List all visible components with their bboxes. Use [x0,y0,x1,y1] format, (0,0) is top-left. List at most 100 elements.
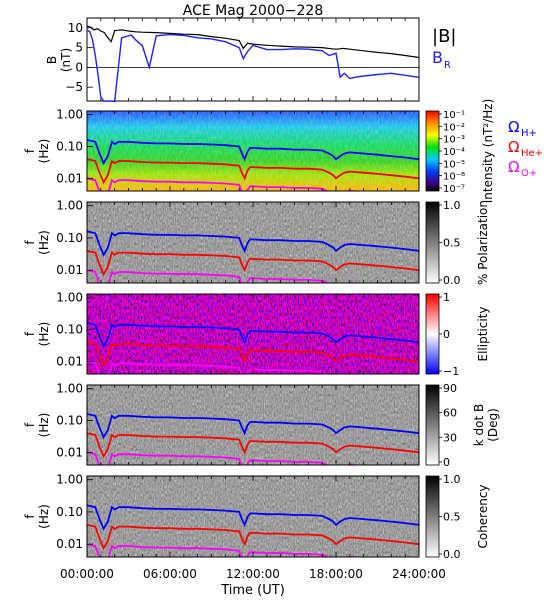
ellipticity-panel: 1.00 0.10 0.01 f(Hz) 1 0 −1 Ellipticity [23,291,490,378]
field-panel: 10 5 0 −5 B(nT) |B|B R [45,17,456,103]
colorbar-tick-label: 0.5 [443,237,461,250]
y-tick-label: 0.01 [56,537,83,551]
x-tick-label: 00:00:00 [60,567,114,581]
colorbar-tick-label: 0.5 [443,511,461,524]
x-tick-label: 18:00:00 [309,567,363,581]
colorbar-tick-label: 10⁻³ [443,135,465,146]
x-tick-label: 06:00:00 [143,567,197,581]
he-plus-gyrofrequency-line [87,432,419,459]
legend-omega-sub-2: O+ [521,168,537,179]
y-tick-label: 1.00 [56,382,83,396]
y-tick-label: 0.10 [56,139,83,153]
kdotb-colorbar [425,384,440,466]
power-texture [87,111,419,191]
h-plus-gyrofrequency-line [87,139,419,166]
y-tick-label: 1.00 [56,108,83,122]
y-tick-label: 0.10 [56,505,83,519]
legend-omega-2: Ω [508,158,519,176]
o-plus-gyrofrequency-line [87,360,364,374]
field-y-axis-label: B(nT) [45,48,73,72]
colorbar-label: Ellipticity [476,307,490,362]
x-axis-label: Time (UT) [220,583,285,598]
ellipticity-colorbar [425,293,440,375]
y-tick-label: 10 [68,21,83,35]
x-tick-label: 12:00:00 [226,567,280,581]
colorbar-tick-label: 0.0 [443,548,461,561]
h-plus-gyrofrequency-line [87,413,419,440]
colorbar-tick-label: 10⁻⁵ [443,159,465,170]
colorbar-tick-label: 10⁻⁷ [443,184,465,195]
colorbar-tick-label: 0 [443,328,450,341]
polarization-image [87,202,419,283]
colorbar-tick-label: 10⁻⁶ [443,172,465,183]
h-plus-gyrofrequency-line [87,230,419,257]
h-plus-gyrofrequency-line [87,504,419,531]
coherency-panel: 1.00 0.10 0.01 f(Hz) 1.0 0.5 0.0 Coherency [23,473,490,561]
field-plot-frame [86,17,420,102]
legend-br: B [432,48,443,67]
he-plus-gyrofrequency-line [87,158,419,185]
y-tick-label: 0.01 [56,354,83,368]
colorbar-tick-label: 10⁻⁴ [443,147,465,158]
coherency-image [87,476,419,557]
legend-omega-sub-1: He+ [521,148,543,159]
colorbar-tick-label: 0 [443,456,450,469]
colorbar-tick-label: 30 [443,431,457,444]
y-tick-label: 5 [75,41,83,55]
x-tick-label: 24:00:00 [392,567,446,581]
colorbar-tick-label: 1 [443,291,450,304]
ellipticity-image [87,294,419,374]
y-tick-label: 0 [75,60,83,74]
colorbar-tick-label: 10⁻¹ [443,110,465,121]
colorbar-tick-label: −1 [443,365,459,378]
h-plus-gyrofrequency-line [87,322,419,349]
kdotb-image [87,385,419,465]
o-plus-gyrofrequency-line [87,177,364,191]
frequency-y-axis-label: f(Hz) [23,322,51,347]
legend-omega-0: Ω [508,118,519,136]
frequency-y-axis-label: f(Hz) [23,413,51,438]
k-dot-b-panel: 1.00 0.10 0.01 f(Hz) 90 60 30 0 k dot B(Deg) [23,382,500,469]
y-tick-label: 0.10 [56,413,83,427]
he-plus-gyrofrequency-line [87,249,419,277]
y-tick-label: 0.01 [56,263,83,277]
he-plus-gyrofrequency-line [87,341,419,368]
y-tick-label: 0.01 [56,171,83,185]
figure-title: ACE Mag 2000−228 [183,3,323,19]
frequency-y-axis-label: f(Hz) [23,504,51,529]
power-spectrogram-panel: 1.00 0.10 0.01 f(Hz) 10⁻¹10⁻² 10⁻³10⁻⁴10⁻⁵ 10⁻… [23,99,543,204]
polarization-colorbar [425,201,440,284]
colorbar-label: Coherency [476,484,490,548]
colorbar-tick-label: 90 [443,382,457,395]
colorbar-label: k dot B(Deg) [472,404,500,446]
colorbar-label: % Polarization [476,200,490,285]
colorbar-label: Intensity (nT²/Hz) [481,99,495,204]
he-plus-gyrofrequency-line [87,523,419,551]
power-colorbar [425,110,440,192]
y-tick-label: 0.01 [56,445,83,459]
y-tick-label: 0.10 [56,231,83,245]
y-tick-label: 1.00 [56,199,83,213]
y-tick-label: 0.10 [56,322,83,336]
br-series-line [86,29,420,103]
polarization-panel: 1.00 0.10 0.01 f(Hz) 1.0 0.5 0.0 % Polarization [23,199,490,287]
frequency-y-axis-label: f(Hz) [23,230,51,255]
o-plus-gyrofrequency-line [87,451,364,465]
legend-omega-sub-0: H+ [521,128,537,139]
legend-omega-1: Ω [508,138,519,156]
colorbar-tick-label: 1.0 [443,199,461,212]
legend-br-subscript: R [444,60,451,71]
o-plus-gyrofrequency-line [87,269,364,283]
frequency-y-axis-label: f(Hz) [23,139,51,164]
legend-btotal: |B| [432,26,456,47]
o-plus-gyrofrequency-line [87,543,364,557]
colorbar-tick-label: 1.0 [443,473,461,486]
y-tick-label: 1.00 [56,473,83,487]
y-tick-label: 1.00 [56,291,83,305]
coherency-colorbar [425,475,440,558]
btotal-series-line [86,25,420,59]
colorbar-tick-label: 10⁻² [443,122,465,133]
y-tick-label: −5 [65,80,83,94]
colorbar-tick-label: 0.0 [443,274,461,287]
